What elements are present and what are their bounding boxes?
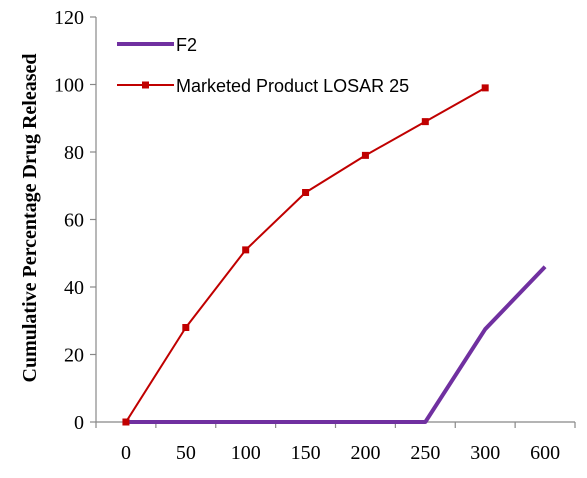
series-group	[122, 84, 547, 426]
x-tick-label: 250	[410, 442, 440, 464]
data-point	[302, 189, 310, 196]
y-tick-label: 80	[64, 142, 84, 164]
x-tick-label: 100	[231, 442, 261, 464]
data-point	[421, 118, 429, 126]
y-tick-label: 100	[54, 75, 84, 97]
y-axis-label-group: Cumulative Percentage Drug Released	[19, 53, 41, 382]
y-ticks: 0 20 40 60 80 100 120	[54, 7, 96, 434]
x-tick-label: 150	[291, 442, 321, 464]
series-line-1	[125, 265, 547, 424]
x-tick-label: 300	[470, 442, 500, 464]
y-tick-label: 0	[74, 412, 84, 434]
data-point	[361, 151, 369, 159]
x-tick-label: 0	[121, 442, 131, 464]
legend-label: F2	[176, 35, 197, 55]
x-tick-label: 600	[530, 442, 560, 464]
legend-swatch-marker	[142, 81, 149, 89]
x-tick-label: 50	[176, 442, 196, 464]
legend: F2 Marketed Product LOSAR 25	[117, 35, 409, 96]
y-tick-label: 120	[54, 7, 84, 29]
x-ticks: 0 50 100 150 200 250 300 600	[95, 422, 576, 464]
y-tick-label: 60	[64, 210, 84, 232]
y-axis-label: Cumulative Percentage Drug Released	[19, 53, 41, 382]
series-line-2	[125, 87, 486, 423]
y-tick-label: 40	[64, 277, 84, 299]
y-tick-label: 20	[64, 345, 84, 367]
data-point	[122, 418, 130, 426]
data-point	[242, 246, 250, 254]
x-tick-label: 200	[350, 442, 380, 464]
data-point	[182, 324, 190, 331]
data-point	[481, 84, 489, 92]
legend-label: Marketed Product LOSAR 25	[176, 76, 409, 96]
